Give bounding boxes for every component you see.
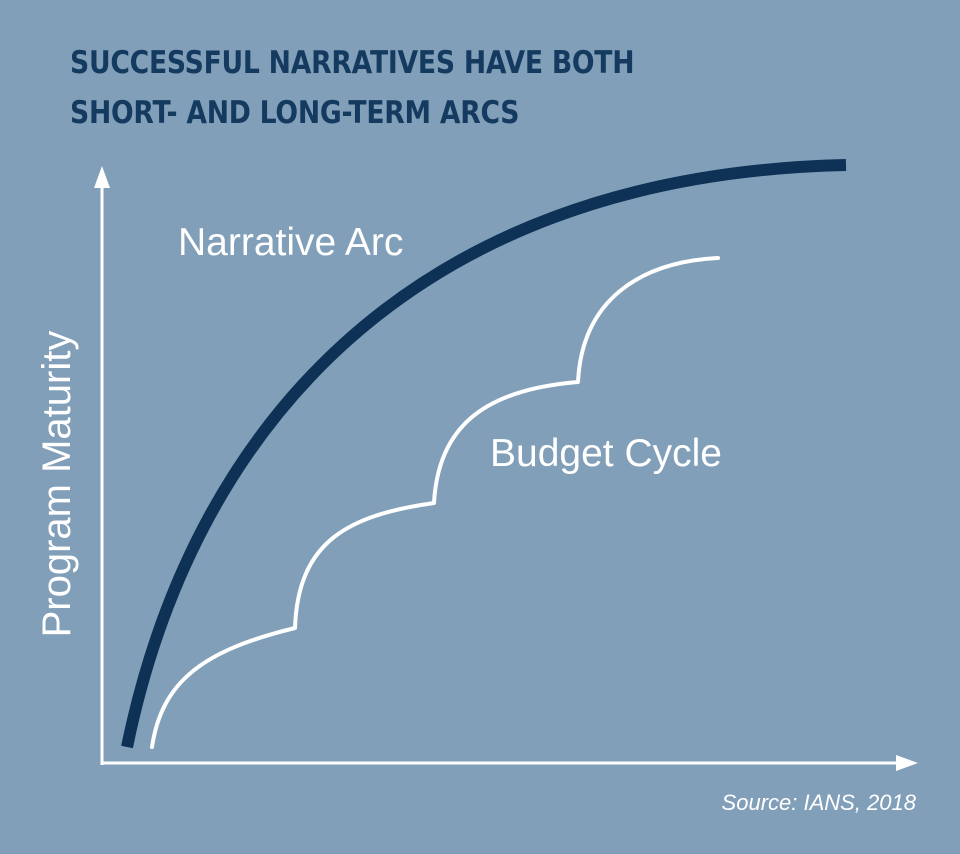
title-line-2: SHORT- AND LONG-TERM ARCS: [70, 95, 520, 131]
y-axis-label: Program Maturity: [35, 331, 79, 638]
axes: [94, 166, 918, 771]
budget-cycle-curve: [150, 256, 720, 749]
diagram-title: SUCCESSFUL NARRATIVES HAVE BOTH SHORT- A…: [70, 38, 635, 138]
source-credit: Source: IANS, 2018: [722, 790, 917, 815]
x-axis-arrowhead: [896, 755, 918, 771]
budget-cycle-label: Budget Cycle: [490, 432, 722, 475]
title-line-1: SUCCESSFUL NARRATIVES HAVE BOTH: [70, 45, 635, 81]
narrative-arc-curve: [121, 159, 847, 749]
narrative-arc-label: Narrative Arc: [178, 221, 403, 264]
y-axis-arrowhead: [94, 166, 110, 188]
